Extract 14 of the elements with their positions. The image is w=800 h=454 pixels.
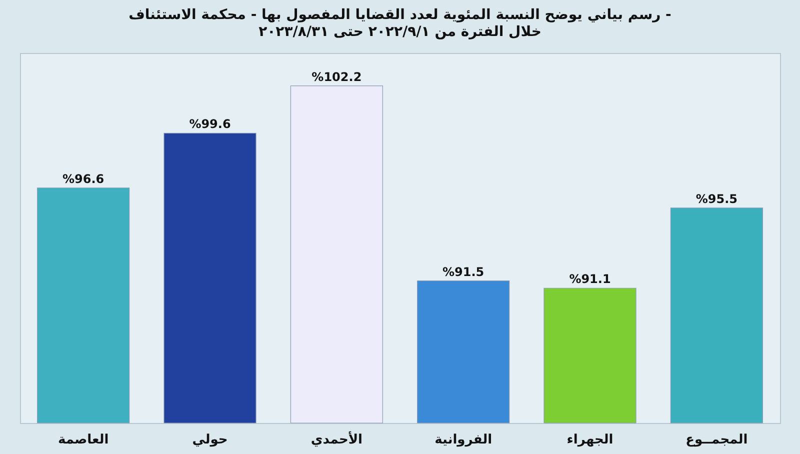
x-tick-label: حولي <box>192 432 228 448</box>
x-tick-label: الأحمدي <box>310 430 362 448</box>
data-label: %102.2 <box>312 70 362 84</box>
data-label: %91.5 <box>442 264 484 279</box>
chart-title: رسم بياني يوضح النسبة المئوية لعدد القضايا المفصول بها - محكمة الاستئناف - <box>128 7 672 23</box>
data-label: %91.1 <box>569 272 611 286</box>
x-tick-label: الفروانية <box>434 432 492 448</box>
chart-subtitle: خلال الفترة من ٢٠٢٢/٩/١ حتى ٢٠٢٣/٨/٣١ <box>258 24 542 40</box>
data-label: %96.6 <box>62 172 104 186</box>
x-tick-label: المجمــوع <box>686 432 748 448</box>
data-label: %95.5 <box>696 192 738 206</box>
x-tick-label: الجهراء <box>566 432 614 448</box>
data-label: %99.6 <box>189 117 231 132</box>
x-tick-label: العاصمة <box>58 432 109 448</box>
